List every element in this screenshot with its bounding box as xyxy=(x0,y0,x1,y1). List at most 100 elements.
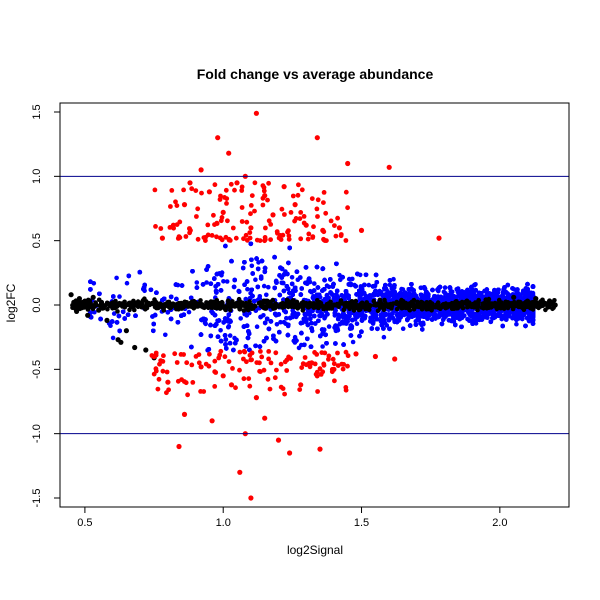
cloud-point xyxy=(124,280,130,286)
cloud-point xyxy=(186,309,192,315)
cloud-point xyxy=(362,282,367,288)
cloud-point xyxy=(240,265,246,271)
cloud-point xyxy=(328,290,333,295)
cloud-point xyxy=(190,269,195,274)
cloud-point xyxy=(524,315,530,321)
cloud-point xyxy=(253,277,258,283)
cloud-point xyxy=(110,335,116,341)
cloud-point xyxy=(88,279,93,285)
chart-title: Fold change vs average abundance xyxy=(197,66,434,82)
cloud-point xyxy=(277,292,283,298)
cloud-point xyxy=(254,324,260,330)
cloud-point xyxy=(418,285,424,291)
cloud-point xyxy=(173,282,179,287)
cloud-point xyxy=(188,295,194,301)
cloud-point xyxy=(391,276,396,282)
cloud-point xyxy=(208,333,214,339)
cloud-point xyxy=(514,321,519,327)
cloud-point xyxy=(168,294,174,300)
cloud-point xyxy=(381,334,387,340)
cloud-point xyxy=(350,339,356,345)
cloud-point xyxy=(357,288,362,294)
cloud-point xyxy=(181,312,187,318)
cloud-point xyxy=(262,265,268,271)
cloud-point xyxy=(108,323,113,329)
cloud-point xyxy=(490,315,495,321)
cloud-point xyxy=(456,314,461,319)
cloud-point xyxy=(306,276,312,282)
cloud-point xyxy=(473,288,479,293)
cloud-point xyxy=(394,319,400,325)
cloud-point xyxy=(383,311,388,317)
cloud-point xyxy=(462,294,467,300)
cloud-point xyxy=(438,310,444,316)
cloud-point xyxy=(355,271,360,277)
cloud-point xyxy=(363,272,369,278)
cloud-point xyxy=(215,334,221,340)
cloud-point xyxy=(264,292,269,298)
cloud-point xyxy=(420,327,425,332)
cloud-point xyxy=(483,314,488,320)
cloud-point xyxy=(257,344,263,349)
cloud-point xyxy=(328,277,333,282)
cloud-point xyxy=(312,313,317,319)
cloud-point xyxy=(222,333,228,338)
cloud-point xyxy=(411,291,417,297)
cloud-point xyxy=(286,322,291,328)
cloud-point xyxy=(266,326,272,332)
cloud-point xyxy=(520,316,525,322)
cloud-point xyxy=(224,279,230,284)
cloud-point xyxy=(294,338,299,343)
cloud-point xyxy=(387,278,393,283)
cloud-point xyxy=(117,328,122,334)
cloud-point xyxy=(320,288,325,293)
cloud-point xyxy=(255,266,261,272)
cloud-point xyxy=(204,267,209,272)
cloud-point xyxy=(199,317,204,323)
cloud-point xyxy=(264,335,269,341)
cloud-point xyxy=(224,346,229,351)
cloud-point xyxy=(308,316,313,322)
cloud-point xyxy=(453,322,458,328)
cloud-point xyxy=(223,342,228,347)
cloud-point xyxy=(258,314,263,320)
cloud-point xyxy=(151,321,156,327)
cloud-point xyxy=(324,341,329,346)
cloud-point xyxy=(226,312,232,318)
cloud-point xyxy=(346,295,351,301)
cloud-point xyxy=(114,275,119,281)
cloud-point xyxy=(530,284,536,289)
cloud-point xyxy=(194,280,200,285)
cloud-point xyxy=(148,287,154,293)
cloud-point xyxy=(215,318,220,324)
cloud-point xyxy=(381,293,387,298)
cloud-point xyxy=(488,319,494,325)
cloud-point xyxy=(154,290,159,296)
cloud-point xyxy=(189,344,194,350)
cloud-point xyxy=(223,243,228,249)
cloud-point xyxy=(227,340,233,346)
cloud-point xyxy=(268,319,274,324)
points-layer xyxy=(68,110,558,501)
cloud-point xyxy=(290,292,296,298)
cloud-point xyxy=(303,280,308,286)
cloud-point xyxy=(231,284,237,290)
cloud-point xyxy=(295,311,301,317)
cloud-point xyxy=(247,347,252,353)
cloud-point xyxy=(242,282,247,288)
cloud-point xyxy=(331,281,336,287)
cloud-point xyxy=(137,269,143,275)
cloud-point xyxy=(277,329,282,335)
cloud-point xyxy=(133,313,138,319)
cloud-point xyxy=(250,271,255,276)
cloud-point xyxy=(530,321,536,326)
cloud-point xyxy=(389,312,394,317)
cloud-point xyxy=(325,311,330,317)
cloud-point xyxy=(373,272,379,278)
cloud-point xyxy=(322,316,327,321)
cloud-point xyxy=(385,296,391,301)
cloud-point xyxy=(111,311,117,316)
cloud-point xyxy=(142,282,147,288)
cloud-point xyxy=(208,322,213,328)
cloud-point xyxy=(298,275,303,280)
